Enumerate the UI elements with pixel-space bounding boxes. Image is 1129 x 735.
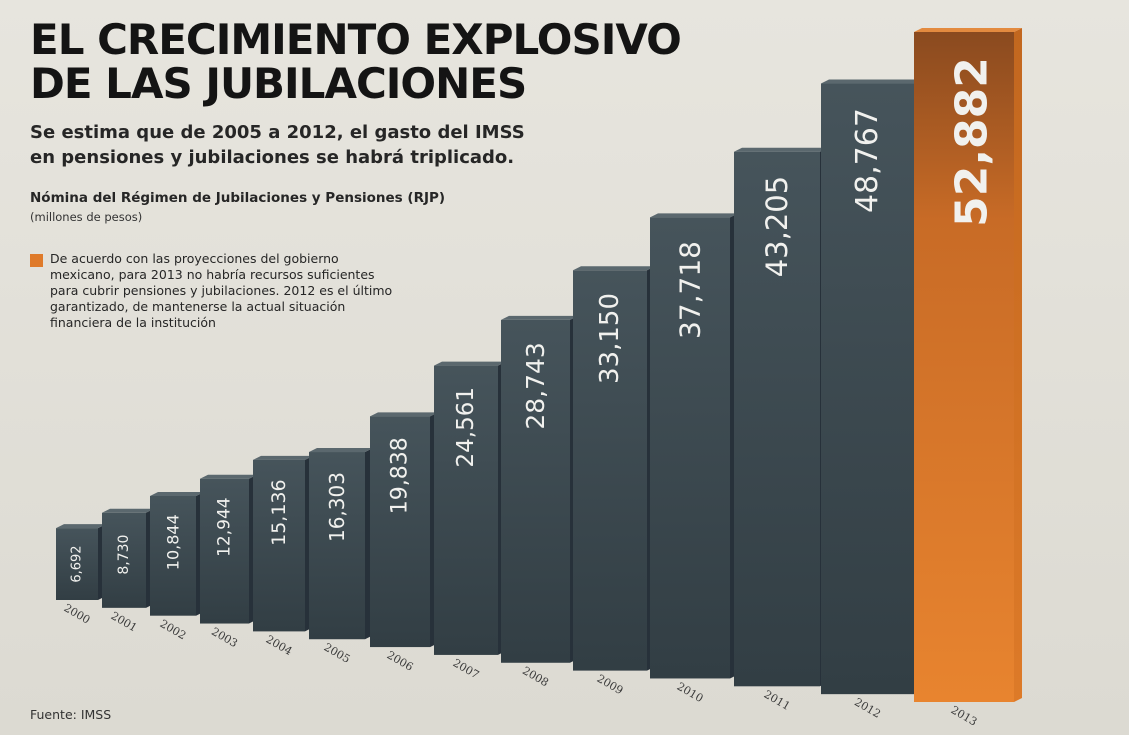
bar-2013: [914, 32, 1014, 702]
bar-2012: [821, 83, 914, 695]
subtitle-line-1: Se estima que de 2005 a 2012, el gasto d…: [30, 122, 525, 143]
tick-label-2001: 2001: [109, 609, 140, 634]
bar-2004: [253, 459, 305, 632]
value-label-2000: 6,692: [70, 545, 85, 582]
bar-top-2012: [821, 79, 922, 84]
tick-label-2003: 2003: [209, 625, 240, 650]
bar-2007: [434, 365, 498, 655]
value-label-2012: 48,767: [850, 108, 885, 213]
tick-label-2011: 2011: [762, 688, 793, 713]
bar-2003: [200, 478, 249, 624]
title-line-1: EL CRECIMIENTO EXPLOSIVO: [30, 15, 682, 64]
bar-2005: [309, 452, 365, 640]
value-label-2001: 8,730: [116, 535, 132, 575]
legend: De acuerdo con las proyecciones del gobi…: [30, 251, 470, 331]
tick-label-2012: 2012: [852, 696, 883, 721]
legend-line-1: De acuerdo con las proyecciones del gobi…: [50, 251, 339, 266]
bar-top-2011: [734, 147, 828, 152]
value-label-2006: 19,838: [388, 437, 413, 514]
source-note: Fuente: IMSS: [30, 707, 112, 722]
bar-2011: [734, 151, 820, 687]
value-label-2004: 15,136: [268, 479, 290, 545]
tick-label-2004: 2004: [264, 633, 295, 658]
legend-line-5: financiera de la institución: [50, 315, 216, 330]
legend-line-2: mexicano, para 2013 no habría recursos s…: [50, 267, 375, 282]
bar-top-2008: [501, 315, 578, 320]
bar-2006: [370, 416, 430, 648]
legend-line-4: garantizado, de mantenerse la actual sit…: [50, 299, 346, 314]
bar-top-2005: [309, 448, 373, 453]
tick-label-2006: 2006: [385, 648, 416, 673]
tick-label-2013: 2013: [949, 703, 980, 728]
bar-top-2013: [914, 28, 1022, 32]
bar-top-2010: [650, 213, 738, 218]
chart-subtitle: Se estima que de 2005 a 2012, el gasto d…: [30, 120, 525, 170]
bar-side-2013: [1014, 28, 1022, 702]
legend-text: De acuerdo con las proyecciones del gobi…: [50, 251, 470, 331]
bar-2009: [573, 270, 647, 671]
bar-top-2002: [150, 492, 204, 497]
measure-units: (millones de pesos): [30, 210, 143, 224]
value-label-2003: 12,944: [215, 497, 235, 556]
tick-label-2000: 2000: [62, 601, 93, 626]
value-label-2002: 10,844: [164, 514, 183, 570]
bar-top-2004: [253, 455, 313, 460]
tick-label-2005: 2005: [322, 641, 353, 666]
bar-top-2003: [200, 474, 257, 479]
chart-title: EL CRECIMIENTO EXPLOSIVO DE LAS JUBILACI…: [30, 15, 682, 108]
bar-top-2001: [102, 508, 154, 513]
bar-top-2000: [56, 524, 106, 529]
value-label-2009: 33,150: [595, 293, 625, 384]
value-label-2010: 37,718: [674, 241, 707, 339]
measure-title: Nómina del Régimen de Jubilaciones y Pen…: [30, 190, 446, 206]
bars-group: 6,692 2000 8,730 2001 10,844 2002 12,944 2003 15…: [56, 28, 1022, 729]
bar-2000: [56, 528, 98, 600]
title-line-2: DE LAS JUBILACIONES: [30, 59, 527, 108]
tick-label-2002: 2002: [158, 617, 189, 642]
bar-2002: [150, 496, 196, 616]
value-label-2007: 24,561: [453, 387, 479, 467]
value-label-2008: 28,743: [521, 342, 550, 429]
tick-label-2008: 2008: [520, 664, 551, 689]
bar-2010: [650, 217, 730, 679]
legend-line-3: para cubrir pensiones y jubilaciones. 20…: [50, 283, 393, 298]
value-label-2005: 16,303: [325, 472, 349, 542]
bar-top-2009: [573, 266, 655, 271]
tick-label-2007: 2007: [451, 656, 482, 681]
value-label-2013: 52,882: [947, 57, 998, 227]
legend-swatch-orange: [30, 254, 43, 267]
bar-top-2006: [370, 412, 438, 417]
bar-top-2007: [434, 361, 506, 366]
tick-label-2010: 2010: [675, 680, 706, 705]
subtitle-line-2: en pensiones y jubilaciones se habrá tri…: [30, 147, 515, 168]
bar-2001: [102, 512, 146, 608]
bar-2008: [501, 319, 570, 663]
tick-label-2009: 2009: [595, 672, 626, 697]
value-label-2011: 43,205: [760, 176, 794, 277]
